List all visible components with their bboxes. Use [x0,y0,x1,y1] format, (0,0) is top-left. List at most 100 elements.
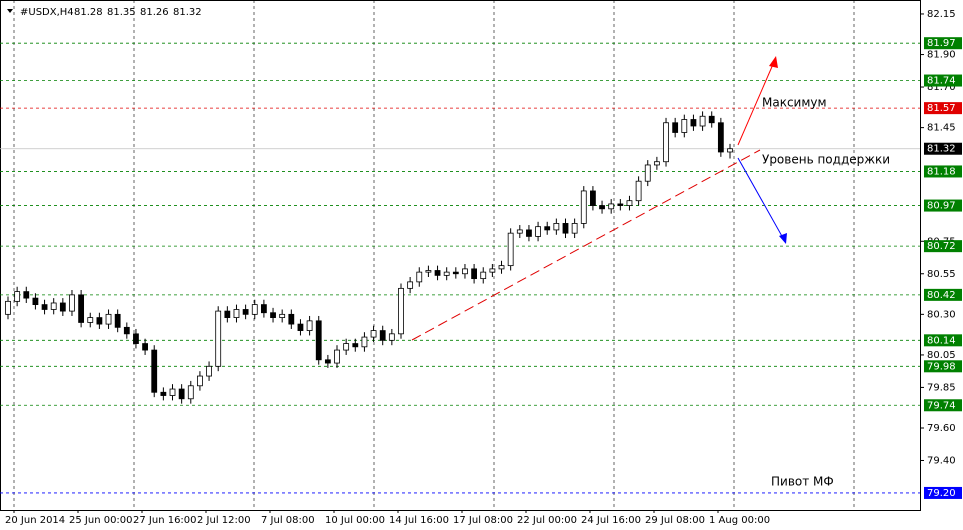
candle-body [206,365,212,377]
candle-body [416,271,423,283]
y-tick-label: 82.15 [927,9,956,20]
candle-body [361,336,368,348]
candle-body [260,304,267,314]
candle-body [562,223,569,234]
arrow-head [769,56,778,68]
candle-body [315,320,322,361]
level-box [924,486,962,499]
y-tick-label: 81.90 [927,50,956,61]
candle-body [608,203,615,210]
level-label: 81.97 [927,38,956,49]
y-tick-label: 81.70 [927,82,956,93]
annotation: Уровень поддержки [762,153,890,167]
candle-body [23,291,30,299]
candle-body [480,271,487,280]
level-label: 81.57 [927,103,956,114]
x-tick-label: 20 Jun 2014 [5,515,65,526]
level-box [924,399,962,412]
candle-body [215,310,222,367]
symbol: #USDX,H4 [20,7,74,18]
y-tick-label: 81.45 [927,123,956,134]
candle-body [233,309,240,318]
candle-body [114,313,121,328]
candle-body [699,115,706,127]
axes: 82.1581.9081.7081.4580.7580.5580.3080.05… [5,9,962,526]
candle-body [452,271,459,275]
level-label: 79.20 [927,488,956,499]
candle-body [571,223,578,234]
candle-body [434,270,441,276]
candle-body [151,349,158,393]
x-tick-label: 24 Jul 16:00 [581,515,641,526]
candle-body [87,317,94,323]
candle-body [123,326,130,335]
level-box [924,288,962,301]
candle-body [69,294,75,312]
ohlc: 81.28 81.35 81.26 81.32 [74,7,202,18]
candle-body [270,312,276,318]
menu-icon [7,9,13,13]
candle-body [224,310,231,318]
candle-body [50,302,57,310]
level-label: 79.98 [927,361,956,372]
candle-body [407,281,414,289]
candle-body [398,287,404,335]
y-tick-label: 80.55 [927,269,956,280]
level-box [924,74,962,87]
y-tick-label: 79.85 [927,382,956,393]
ohlc-value: 81.28 [74,7,103,18]
candle-body [681,119,688,133]
vertical-grid [13,0,855,510]
candle-body [288,313,295,325]
candle-body [489,268,496,273]
candle-body [352,343,359,348]
candle-body [590,190,596,206]
level-label: 80.14 [927,335,956,346]
arrow-down [737,157,784,239]
plot-frame [0,0,921,511]
y-tick-label: 80.30 [927,309,956,320]
level-label: 79.74 [927,400,956,411]
candle-body [644,164,651,182]
candle-body [471,268,478,280]
level-box [924,360,962,373]
level-box [924,37,962,50]
candle-body [580,190,587,224]
candle-body [78,294,85,323]
x-tick-label: 22 Jul 00:00 [517,515,577,526]
candle-body [334,349,340,364]
candle-body [507,232,514,267]
level-box [924,199,962,212]
candle-body [516,229,523,234]
y-tick-label: 79.60 [927,423,956,434]
y-tick-label: 80.05 [927,350,956,361]
candle-body [370,330,377,338]
ohlc-value: 81.26 [140,7,169,18]
x-tick-label: 2 Jul 12:00 [197,515,251,526]
candle-body [105,313,112,325]
x-tick-label: 10 Jul 00:00 [325,515,385,526]
level-box [924,240,962,253]
candle-body [544,226,551,231]
x-tick-label: 7 Jul 08:00 [261,515,315,526]
candle-body [187,385,194,400]
y-tick-label: 79.40 [927,455,956,466]
annotation: Максимум [762,96,827,110]
candle-body [59,302,66,312]
level-label: 81.32 [927,144,956,155]
candle-body [178,388,185,400]
ohlc-value: 81.35 [107,7,136,18]
candle-body [717,122,724,153]
candle-body [535,226,541,237]
candle-body [306,320,313,331]
x-tick-label: 1 Aug 00:00 [709,515,770,526]
candle-body [160,391,167,396]
level-box [924,142,962,155]
level-box [924,102,962,115]
candles [5,111,733,404]
candle-body [526,229,532,237]
candle-body [32,297,39,306]
candle-body [708,115,715,124]
candle-body [599,205,605,210]
level-label: 80.72 [927,241,956,252]
